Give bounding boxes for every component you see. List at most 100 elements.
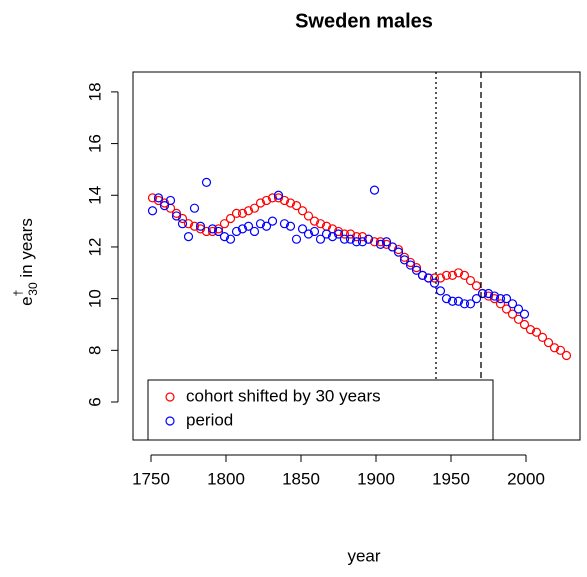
- point: [321, 229, 332, 239]
- point: [513, 304, 524, 314]
- y-label-sup: †: [11, 290, 25, 297]
- y-label-symbol: e: [17, 296, 36, 305]
- point: [147, 193, 158, 203]
- point: [531, 327, 542, 337]
- point: [303, 229, 314, 239]
- point: [225, 213, 236, 224]
- point: [369, 237, 380, 247]
- y-tick-label: 14: [85, 186, 104, 205]
- point: [297, 206, 308, 216]
- point: [351, 232, 362, 242]
- point: [231, 226, 242, 237]
- point: [453, 268, 464, 278]
- point: [303, 211, 314, 221]
- y-axis-label: e†30 in years: [11, 218, 40, 306]
- point: [357, 232, 368, 242]
- point: [243, 206, 254, 216]
- point: [309, 226, 320, 237]
- point: [285, 198, 296, 208]
- point: [267, 193, 278, 203]
- point: [231, 208, 242, 218]
- point: [333, 229, 344, 239]
- legend-box: [147, 379, 494, 441]
- chart-title: Sweden males: [295, 10, 433, 32]
- y-tick-label: 18: [85, 82, 104, 101]
- point: [429, 273, 440, 283]
- point: [519, 319, 530, 330]
- point: [291, 234, 302, 244]
- point: [249, 226, 260, 237]
- point: [423, 273, 434, 283]
- point: [333, 226, 344, 237]
- point: [255, 219, 266, 229]
- point: [345, 234, 356, 244]
- point: [405, 260, 416, 270]
- point: [171, 211, 182, 221]
- point: [297, 224, 308, 234]
- point: [189, 203, 200, 213]
- x-tick-label: 2000: [507, 469, 545, 488]
- point: [417, 270, 428, 280]
- point: [249, 203, 260, 213]
- point: [489, 291, 500, 301]
- legend-marker: [165, 392, 175, 402]
- point: [189, 221, 200, 231]
- point: [237, 208, 248, 218]
- y-tick-label: 12: [85, 237, 104, 256]
- point: [285, 221, 296, 231]
- y-label-sub: 30: [26, 282, 40, 296]
- x-axis-label: year: [347, 546, 380, 565]
- point: [207, 224, 218, 234]
- point: [327, 232, 338, 242]
- point: [213, 224, 224, 234]
- point: [507, 309, 518, 319]
- point: [177, 213, 188, 224]
- point: [261, 221, 272, 231]
- point: [387, 242, 398, 252]
- point: [399, 255, 410, 265]
- point: [441, 294, 452, 304]
- point: [243, 221, 254, 231]
- point: [153, 195, 164, 206]
- point: [393, 247, 404, 257]
- y-tick-label: 10: [85, 289, 104, 308]
- point: [153, 193, 164, 203]
- point: [495, 299, 506, 309]
- y-tick-label: 8: [85, 346, 104, 355]
- point: [555, 345, 566, 355]
- point: [171, 208, 182, 218]
- x-tick-label: 1900: [357, 469, 395, 488]
- point: [561, 350, 572, 361]
- point: [471, 281, 482, 291]
- point: [267, 216, 278, 226]
- x-tick-label: 1750: [132, 469, 170, 488]
- legend-marker: [165, 416, 175, 426]
- point: [501, 294, 512, 304]
- y-tick-label: 16: [85, 134, 104, 153]
- point: [381, 239, 392, 249]
- point: [357, 237, 368, 247]
- x-tick-label: 1850: [282, 469, 320, 488]
- point: [183, 232, 194, 242]
- point: [375, 239, 386, 249]
- point: [159, 201, 170, 211]
- point: [177, 219, 188, 229]
- point: [261, 195, 272, 206]
- point: [237, 224, 248, 234]
- point: [369, 185, 380, 195]
- point: [291, 201, 302, 211]
- x-tick-label: 1800: [207, 469, 245, 488]
- point: [447, 296, 458, 306]
- y-tick-label: 6: [85, 397, 104, 406]
- point: [315, 219, 326, 229]
- legend-label: cohort shifted by 30 years: [186, 386, 381, 405]
- point: [483, 291, 494, 301]
- point: [195, 224, 206, 234]
- point: [411, 265, 422, 275]
- point: [549, 343, 560, 353]
- point: [471, 294, 482, 304]
- point: [201, 177, 212, 187]
- point: [495, 294, 506, 304]
- point: [381, 237, 392, 247]
